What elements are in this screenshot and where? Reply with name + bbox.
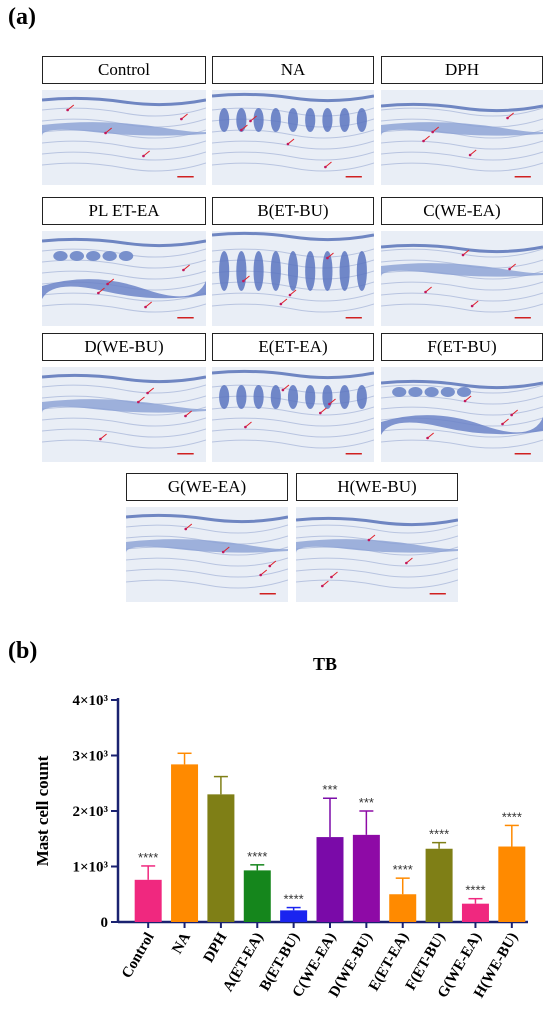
significance-label: **** xyxy=(393,862,413,877)
panel-a-label: (a) xyxy=(8,4,36,30)
bar xyxy=(352,834,380,922)
micrograph-image-h-we-bu xyxy=(296,507,458,602)
bar xyxy=(243,870,271,922)
x-tick-label: DPH xyxy=(201,930,231,966)
significance-label: *** xyxy=(359,795,374,810)
y-tick-label: 4×10³ xyxy=(72,693,108,709)
panel-b-label: (b) xyxy=(8,638,38,664)
significance-label: **** xyxy=(465,883,485,898)
y-tick-label: 1×10³ xyxy=(72,860,108,876)
bar xyxy=(425,848,453,922)
micrograph-label-d-we-bu: D(WE-BU) xyxy=(42,333,206,361)
micrograph-image-c-we-ea xyxy=(381,231,543,326)
x-tick-label: Control xyxy=(119,930,158,981)
y-tick-label: 0 xyxy=(101,915,109,931)
bar xyxy=(389,894,417,922)
micrograph-label-pl-et-ea: PL ET-EA xyxy=(42,197,206,225)
significance-label: **** xyxy=(284,892,304,907)
significance-label: **** xyxy=(502,809,522,824)
chart-title: TB xyxy=(313,654,337,674)
micrograph-image-control xyxy=(42,90,206,185)
bar xyxy=(316,837,344,922)
x-tick-label: NA xyxy=(169,930,194,957)
micrograph-image-dph xyxy=(381,90,543,185)
micrograph-image-pl-et-ea xyxy=(42,231,206,326)
significance-label: *** xyxy=(322,782,337,797)
micrograph-image-b-et-bu xyxy=(212,231,374,326)
chart-svg: TB Mast cell count 0 1×10³ 2×10³ 3×10³ 4×10³ **… xyxy=(33,654,528,1001)
micrograph-label-h-we-bu: H(WE-BU) xyxy=(296,473,458,501)
y-tick-label: 3×10³ xyxy=(72,749,108,765)
y-tick-label: 2×10³ xyxy=(72,804,108,820)
bar xyxy=(207,794,235,922)
micrograph-label-f-et-bu: F(ET-BU) xyxy=(381,333,543,361)
micrograph-label-g-we-ea: G(WE-EA) xyxy=(126,473,288,501)
bar xyxy=(134,879,162,922)
micrograph-image-e-et-ea xyxy=(212,367,374,462)
micrograph-label-na: NA xyxy=(212,56,374,84)
significance-label: **** xyxy=(429,827,449,842)
micrograph-label-c-we-ea: C(WE-EA) xyxy=(381,197,543,225)
bar xyxy=(461,903,489,922)
bar-chart: TB Mast cell count 0 1×10³ 2×10³ 3×10³ 4×10³ **… xyxy=(0,640,550,1011)
bar xyxy=(498,846,526,922)
significance-label: **** xyxy=(138,850,158,865)
micrograph-label-dph: DPH xyxy=(381,56,543,84)
significance-label: **** xyxy=(247,849,267,864)
bar xyxy=(171,764,199,922)
micrograph-image-d-we-bu xyxy=(42,367,206,462)
micrograph-image-f-et-bu xyxy=(381,367,543,462)
micrograph-label-control: Control xyxy=(42,56,206,84)
micrograph-image-na xyxy=(212,90,374,185)
micrograph-label-b-et-bu: B(ET-BU) xyxy=(212,197,374,225)
y-axis-label: Mast cell count xyxy=(33,755,52,866)
micrograph-label-e-et-ea: E(ET-EA) xyxy=(212,333,374,361)
micrograph-image-g-we-ea xyxy=(126,507,288,602)
bar xyxy=(280,910,308,922)
